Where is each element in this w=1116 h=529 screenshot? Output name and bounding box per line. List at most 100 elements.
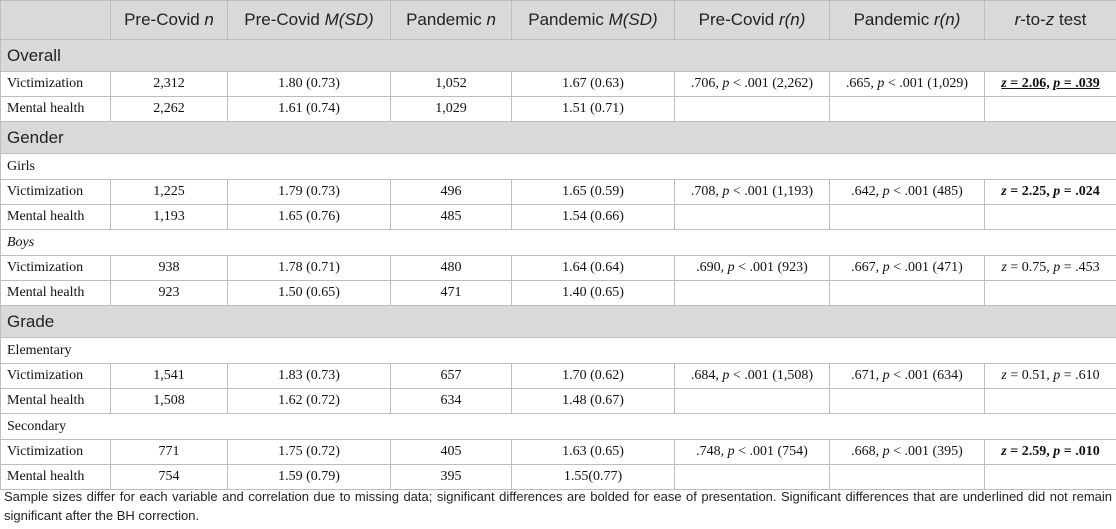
row-label: Mental health (0, 388, 111, 414)
row-label: Victimization (0, 255, 111, 281)
cell-pre-n: 2,262 (110, 96, 228, 122)
table-row: Mental health 754 1.59 (0.79) 395 1.55(0… (0, 464, 1116, 490)
header-pre-covid-n: Pre-Covid n (110, 0, 228, 40)
header-pandemic-msd: Pandemic M(SD) (511, 0, 675, 40)
table-row: Victimization 2,312 1.80 (0.73) 1,052 1.… (0, 71, 1116, 97)
table-row: Mental health 1,193 1.65 (0.76) 485 1.54… (0, 204, 1116, 230)
cell-pan-msd: 1.48 (0.67) (511, 388, 675, 414)
cell-pre-n: 1,508 (110, 388, 228, 414)
subgroup-label: Secondary (0, 413, 1116, 440)
cell-pre-msd: 1.75 (0.72) (227, 439, 391, 465)
row-label: Mental health (0, 464, 111, 490)
cell-empty (674, 96, 830, 122)
table-row: Victimization 1,541 1.83 (0.73) 657 1.70… (0, 363, 1116, 389)
cell-z-test: z = 2.59, p = .010 (984, 439, 1116, 465)
cell-empty (674, 204, 830, 230)
section-label: Grade (0, 305, 1116, 338)
table-footnote: Sample sizes differ for each variable an… (4, 489, 1112, 523)
cell-pan-msd: 1.63 (0.65) (511, 439, 675, 465)
header-pandemic-n: Pandemic n (390, 0, 512, 40)
subgroup-label: Boys (0, 229, 1116, 256)
cell-z-test: z = 2.25, p = .024 (984, 179, 1116, 205)
cell-pre-r: .748, p < .001 (754) (674, 439, 830, 465)
table-row: Victimization 1,225 1.79 (0.73) 496 1.65… (0, 179, 1116, 205)
results-table: Pre-Covid n Pre-Covid M(SD) Pandemic n P… (0, 0, 1116, 490)
row-label: Mental health (0, 280, 111, 306)
header-pre-covid-msd: Pre-Covid M(SD) (227, 0, 391, 40)
cell-pre-n: 754 (110, 464, 228, 490)
cell-empty (984, 464, 1116, 490)
cell-pre-n: 1,225 (110, 179, 228, 205)
cell-pan-n: 1,052 (390, 71, 512, 97)
cell-pan-r: .642, p < .001 (485) (829, 179, 985, 205)
cell-pre-r: .690, p < .001 (923) (674, 255, 830, 281)
cell-pan-n: 395 (390, 464, 512, 490)
cell-pre-msd: 1.62 (0.72) (227, 388, 391, 414)
cell-pan-n: 471 (390, 280, 512, 306)
cell-pre-n: 2,312 (110, 71, 228, 97)
cell-pan-n: 496 (390, 179, 512, 205)
cell-z-test: z = 2.06, p = .039 (984, 71, 1116, 97)
cell-empty (829, 280, 985, 306)
cell-pre-n: 923 (110, 280, 228, 306)
section-label: Overall (0, 39, 1116, 72)
cell-pre-msd: 1.65 (0.76) (227, 204, 391, 230)
row-label: Mental health (0, 204, 111, 230)
cell-empty (674, 280, 830, 306)
section-row: Grade (0, 305, 1116, 338)
cell-pre-r: .708, p < .001 (1,193) (674, 179, 830, 205)
cell-pan-msd: 1.55(0.77) (511, 464, 675, 490)
cell-pre-msd: 1.59 (0.79) (227, 464, 391, 490)
row-label: Victimization (0, 179, 111, 205)
cell-z-test: z = 0.51, p = .610 (984, 363, 1116, 389)
cell-pan-r: .667, p < .001 (471) (829, 255, 985, 281)
cell-z-test: z = 0.75, p = .453 (984, 255, 1116, 281)
table-row: Victimization 938 1.78 (0.71) 480 1.64 (… (0, 255, 1116, 281)
cell-pan-msd: 1.67 (0.63) (511, 71, 675, 97)
cell-pan-msd: 1.51 (0.71) (511, 96, 675, 122)
subgroup-label: Girls (0, 153, 1116, 180)
cell-pre-n: 771 (110, 439, 228, 465)
subgroup-row: Girls (0, 153, 1116, 180)
cell-empty (829, 204, 985, 230)
cell-pre-r: .684, p < .001 (1,508) (674, 363, 830, 389)
cell-pan-n: 634 (390, 388, 512, 414)
table-row: Victimization 771 1.75 (0.72) 405 1.63 (… (0, 439, 1116, 465)
cell-pan-msd: 1.64 (0.64) (511, 255, 675, 281)
row-label: Victimization (0, 439, 111, 465)
cell-pan-n: 1,029 (390, 96, 512, 122)
cell-pre-msd: 1.79 (0.73) (227, 179, 391, 205)
cell-empty (984, 96, 1116, 122)
cell-pan-n: 657 (390, 363, 512, 389)
row-label: Victimization (0, 71, 111, 97)
section-label: Gender (0, 121, 1116, 154)
cell-pan-r: .671, p < .001 (634) (829, 363, 985, 389)
table-row: Mental health 2,262 1.61 (0.74) 1,029 1.… (0, 96, 1116, 122)
cell-pre-msd: 1.78 (0.71) (227, 255, 391, 281)
cell-empty (674, 464, 830, 490)
cell-pan-r: .665, p < .001 (1,029) (829, 71, 985, 97)
header-pre-covid-r: Pre-Covid r(n) (674, 0, 830, 40)
cell-pan-n: 485 (390, 204, 512, 230)
subgroup-label: Elementary (0, 337, 1116, 364)
cell-empty (984, 204, 1116, 230)
cell-pre-n: 938 (110, 255, 228, 281)
cell-pre-r: .706, p < .001 (2,262) (674, 71, 830, 97)
cell-pre-n: 1,541 (110, 363, 228, 389)
row-label: Victimization (0, 363, 111, 389)
section-row: Overall (0, 39, 1116, 72)
cell-pre-n: 1,193 (110, 204, 228, 230)
cell-pan-msd: 1.65 (0.59) (511, 179, 675, 205)
cell-pre-msd: 1.61 (0.74) (227, 96, 391, 122)
header-blank (0, 0, 111, 40)
cell-pan-n: 405 (390, 439, 512, 465)
cell-pan-msd: 1.70 (0.62) (511, 363, 675, 389)
header-pandemic-r: Pandemic r(n) (829, 0, 985, 40)
cell-empty (674, 388, 830, 414)
cell-empty (829, 96, 985, 122)
cell-pan-msd: 1.40 (0.65) (511, 280, 675, 306)
row-label: Mental health (0, 96, 111, 122)
table-row: Mental health 1,508 1.62 (0.72) 634 1.48… (0, 388, 1116, 414)
cell-pre-msd: 1.50 (0.65) (227, 280, 391, 306)
cell-pan-n: 480 (390, 255, 512, 281)
